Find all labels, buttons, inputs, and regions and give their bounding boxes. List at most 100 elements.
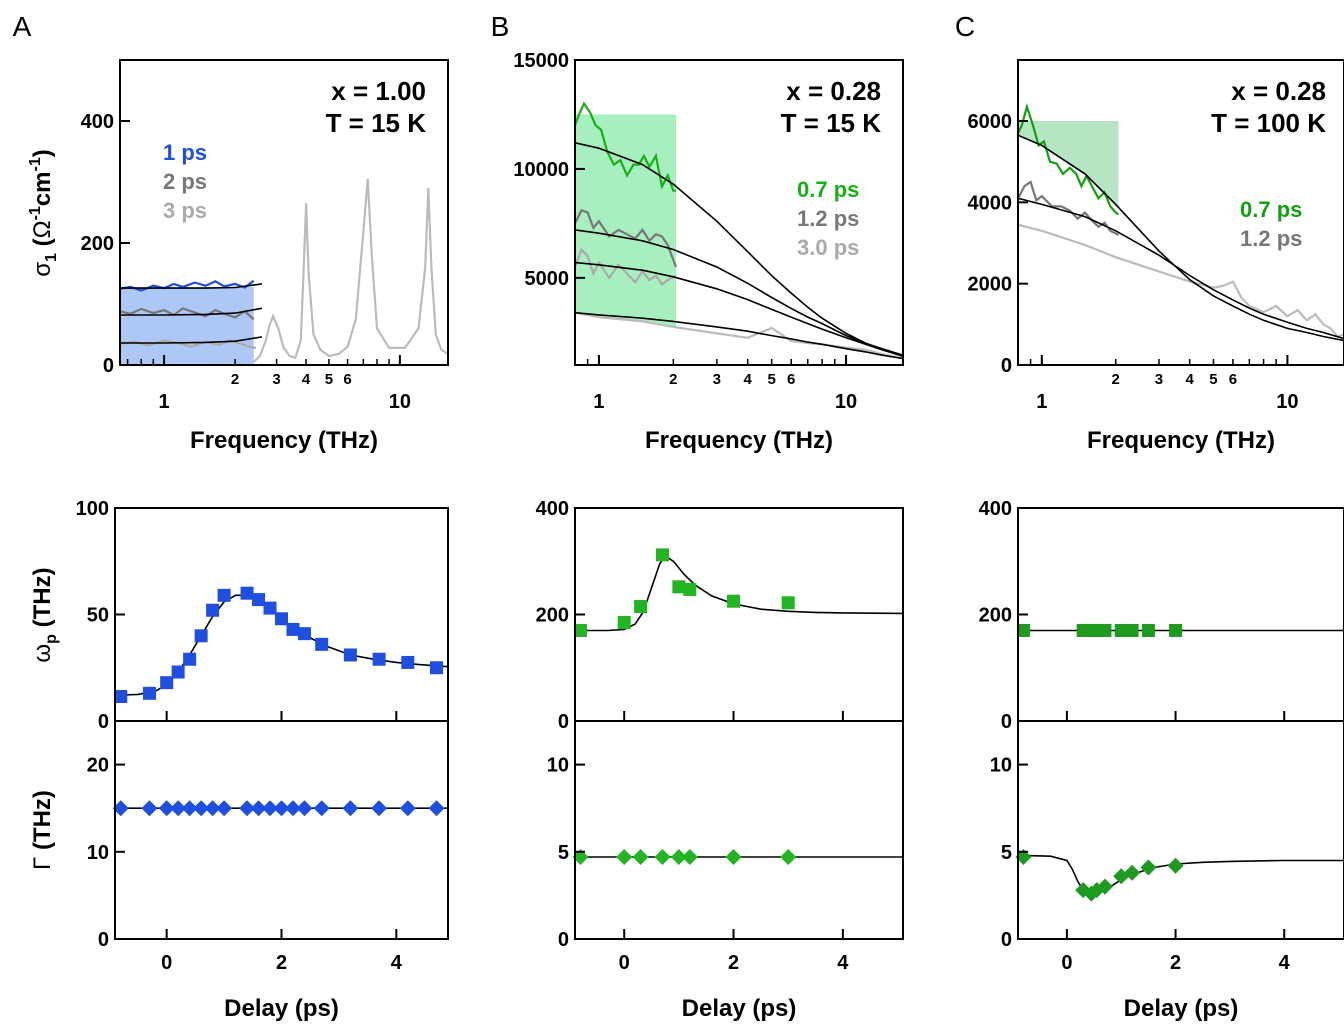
plot-frame [574, 720, 904, 940]
data-point [1140, 859, 1157, 876]
series-line-4 [1018, 197, 1344, 340]
data-point [315, 637, 329, 651]
data-point [297, 627, 311, 641]
y-axis-title-gamma: Γ (THz) [29, 790, 56, 870]
data-point [727, 594, 741, 608]
chart-B-gamma: 0 5 10 0 2 4 Delay (ps) [547, 720, 904, 1022]
x-tick-label: 2 [728, 952, 739, 974]
fit-curve [1018, 854, 1344, 896]
data-point [114, 690, 128, 704]
series-line-2 [120, 339, 257, 349]
series-line-2 [575, 247, 677, 286]
x-minor-tick-label: 6 [343, 371, 351, 388]
x-tick-label: 1 [593, 391, 604, 413]
data-point [780, 849, 797, 866]
data-point [342, 800, 359, 817]
data-point [430, 661, 444, 675]
x-tick-label: 0 [1061, 952, 1072, 974]
x-minor-tick-label: 3 [713, 371, 721, 388]
y-tick-label: 0 [98, 711, 109, 733]
x-axis-title: Delay (ps) [224, 995, 339, 1022]
data-point [683, 582, 697, 596]
y-tick-label: 5000 [525, 268, 570, 290]
data-point [672, 580, 686, 594]
x-minor-tick-label: 6 [1229, 371, 1237, 388]
chart-A-spectrum: 0 200 400 1 10 2 3 4 5 6 Frequency (THz) x = 1.00T … [81, 59, 449, 454]
x-minor-tick-label: 2 [669, 371, 677, 388]
legend-entry: 1 ps [163, 140, 207, 165]
data-point [1141, 623, 1155, 637]
x-minor-tick-label: 6 [787, 371, 795, 388]
x-axis-title: Frequency (THz) [1087, 427, 1275, 454]
y-tick-label: 400 [979, 498, 1012, 520]
shaded-region [120, 286, 254, 365]
data-point [725, 849, 742, 866]
series-line-6 [120, 336, 263, 344]
data-point [141, 800, 158, 817]
data-point [217, 588, 231, 602]
data-point [616, 849, 633, 866]
data-point [171, 665, 185, 679]
series-line-0 [120, 279, 255, 292]
y-tick-label: 100 [76, 498, 109, 520]
annotation-line: T = 15 K [326, 108, 427, 138]
y-tick-label: 0 [1001, 929, 1012, 951]
y-tick-label: 400 [536, 498, 569, 520]
data-point [399, 800, 416, 817]
data-point [296, 800, 313, 817]
x-axis-title: Delay (ps) [1124, 995, 1239, 1022]
data-point [1167, 857, 1184, 874]
series-line-3 [575, 311, 903, 360]
y-tick-label: 200 [979, 605, 1012, 627]
x-tick-label: 1 [159, 391, 170, 413]
series-line-1 [120, 307, 255, 321]
legend-entry: 1.2 ps [797, 206, 859, 231]
x-axis-title: Frequency (THz) [645, 427, 833, 454]
series-line-7 [575, 311, 903, 360]
chart-C-wp: 0 200 400 [979, 498, 1344, 733]
chart-A-gamma: 0 10 20 0 2 4 Delay (ps) [87, 720, 449, 1022]
chart-B-wp: 0 200 400 [536, 498, 904, 733]
x-tick-label: 10 [1276, 391, 1298, 413]
data-point [573, 623, 587, 637]
legend-entry: 1.2 ps [1240, 226, 1302, 251]
y-tick-label: 200 [81, 233, 114, 255]
annotation-line: T = 15 K [781, 108, 882, 138]
data-point [401, 655, 415, 669]
data-point [1125, 623, 1139, 637]
plot-area [575, 554, 903, 632]
data-point [142, 686, 156, 700]
y-tick-label: 4000 [968, 192, 1013, 214]
data-point [194, 629, 208, 643]
x-minor-tick-label: 3 [272, 371, 280, 388]
series-line-5 [575, 229, 903, 356]
x-axis-title: Delay (ps) [682, 995, 797, 1022]
x-tick-label: 2 [1170, 952, 1181, 974]
data-point [273, 800, 290, 817]
x-minor-tick-label: 3 [1155, 371, 1163, 388]
plot-area [120, 178, 448, 365]
data-point [160, 676, 174, 690]
data-point [158, 800, 175, 817]
x-tick-label: 4 [837, 952, 849, 974]
data-point [634, 600, 648, 614]
x-tick-label: 10 [389, 391, 411, 413]
x-minor-tick-label: 2 [1112, 371, 1120, 388]
plot-area [1018, 854, 1344, 896]
x-tick-label: 10 [835, 391, 857, 413]
panel-letter-B: B [491, 11, 510, 42]
y-tick-label: 15000 [513, 50, 569, 72]
x-minor-tick-label: 4 [744, 371, 753, 388]
x-tick-label: 4 [1279, 952, 1291, 974]
x-tick-label: 2 [276, 952, 287, 974]
plot-frame [1017, 507, 1344, 722]
y-tick-label: 10 [990, 755, 1012, 777]
annotation-line: T = 100 K [1211, 108, 1326, 138]
data-point [250, 800, 267, 817]
y-tick-label: 0 [98, 929, 109, 951]
plot-frame [1017, 720, 1344, 940]
x-minor-tick-label: 4 [1185, 371, 1194, 388]
series-line-3 [1018, 134, 1344, 342]
legend-entry: 2 ps [163, 169, 207, 194]
